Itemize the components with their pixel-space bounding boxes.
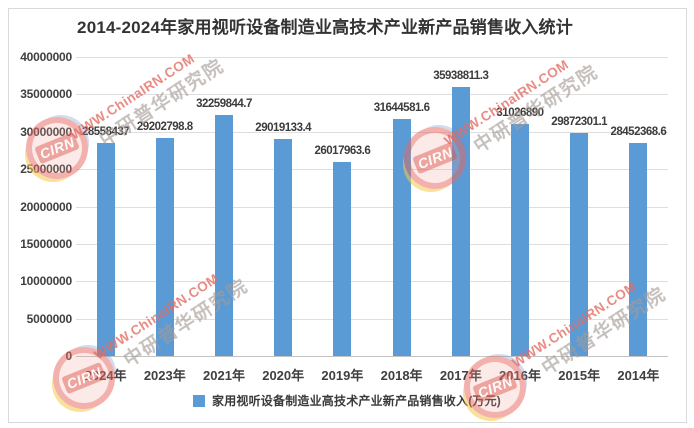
legend-color-marker [193, 394, 205, 407]
bar[interactable] [392, 119, 411, 356]
bar[interactable] [451, 87, 470, 356]
bar[interactable] [155, 137, 174, 356]
bar[interactable] [333, 161, 352, 356]
y-tick-label: 0 [65, 349, 73, 363]
bar[interactable] [511, 124, 529, 356]
y-tick-label: 35000000 [20, 87, 72, 102]
y-tick-label: 10000000 [20, 274, 72, 289]
x-tick-label: 2015年 [558, 368, 601, 383]
gridline [76, 318, 668, 320]
x-tick-label: 2014年 [617, 368, 660, 383]
y-tick-label: 25000000 [20, 162, 72, 177]
x-tick-label: 2023年 [143, 368, 186, 383]
legend-label: 家用视听设备制造业高技术产业新产品销售收入(万元) [212, 394, 501, 408]
bar[interactable] [96, 142, 115, 356]
bar-value-label: 28558437 [82, 125, 130, 138]
y-tick-label: 20000000 [20, 199, 72, 214]
gridline [76, 57, 668, 58]
x-tick-label: 2024年 [84, 368, 127, 383]
gridline [76, 94, 668, 96]
bar-value-label: 26017963.6 [314, 144, 371, 157]
bar-value-label: 35938811.3 [433, 70, 489, 83]
gridline [76, 243, 668, 245]
x-axis-line [76, 356, 668, 357]
y-tick-label: 15000000 [20, 236, 72, 251]
bar[interactable] [570, 132, 589, 356]
bar-value-label: 29872301.1 [551, 115, 608, 128]
gridline [76, 169, 668, 171]
gridline [76, 131, 668, 133]
bar[interactable] [274, 139, 293, 356]
legend-item[interactable]: 家用视听设备制造业高技术产业新产品销售收入(万元) [0, 392, 694, 409]
y-tick-label: 40000000 [20, 50, 72, 64]
y-tick-label: 5000000 [26, 311, 73, 326]
y-tick-label: 30000000 [20, 124, 72, 139]
chart-title: 2014-2024年家用视听设备制造业高技术产业新产品销售收入统计 [77, 18, 573, 37]
bar-value-label: 28452368.6 [610, 126, 667, 139]
x-tick-label: 2021年 [203, 368, 245, 383]
bar-value-label: 29019133.4 [255, 122, 312, 135]
gridline [76, 281, 668, 283]
x-tick-label: 2019年 [321, 368, 364, 383]
bar-value-label: 32259844.7 [196, 97, 252, 110]
bar-value-label: 31644581.6 [373, 102, 430, 115]
bar-value-label: 29202798.8 [136, 120, 193, 133]
bar[interactable] [215, 114, 233, 356]
gridline [76, 206, 668, 208]
bar-value-label: 31026890 [496, 107, 544, 120]
x-tick-label: 2020年 [262, 368, 305, 383]
x-tick-label: 2016年 [499, 368, 541, 383]
x-tick-label: 2017年 [439, 368, 482, 383]
x-tick-label: 2018年 [380, 368, 423, 383]
bar[interactable] [629, 143, 648, 356]
